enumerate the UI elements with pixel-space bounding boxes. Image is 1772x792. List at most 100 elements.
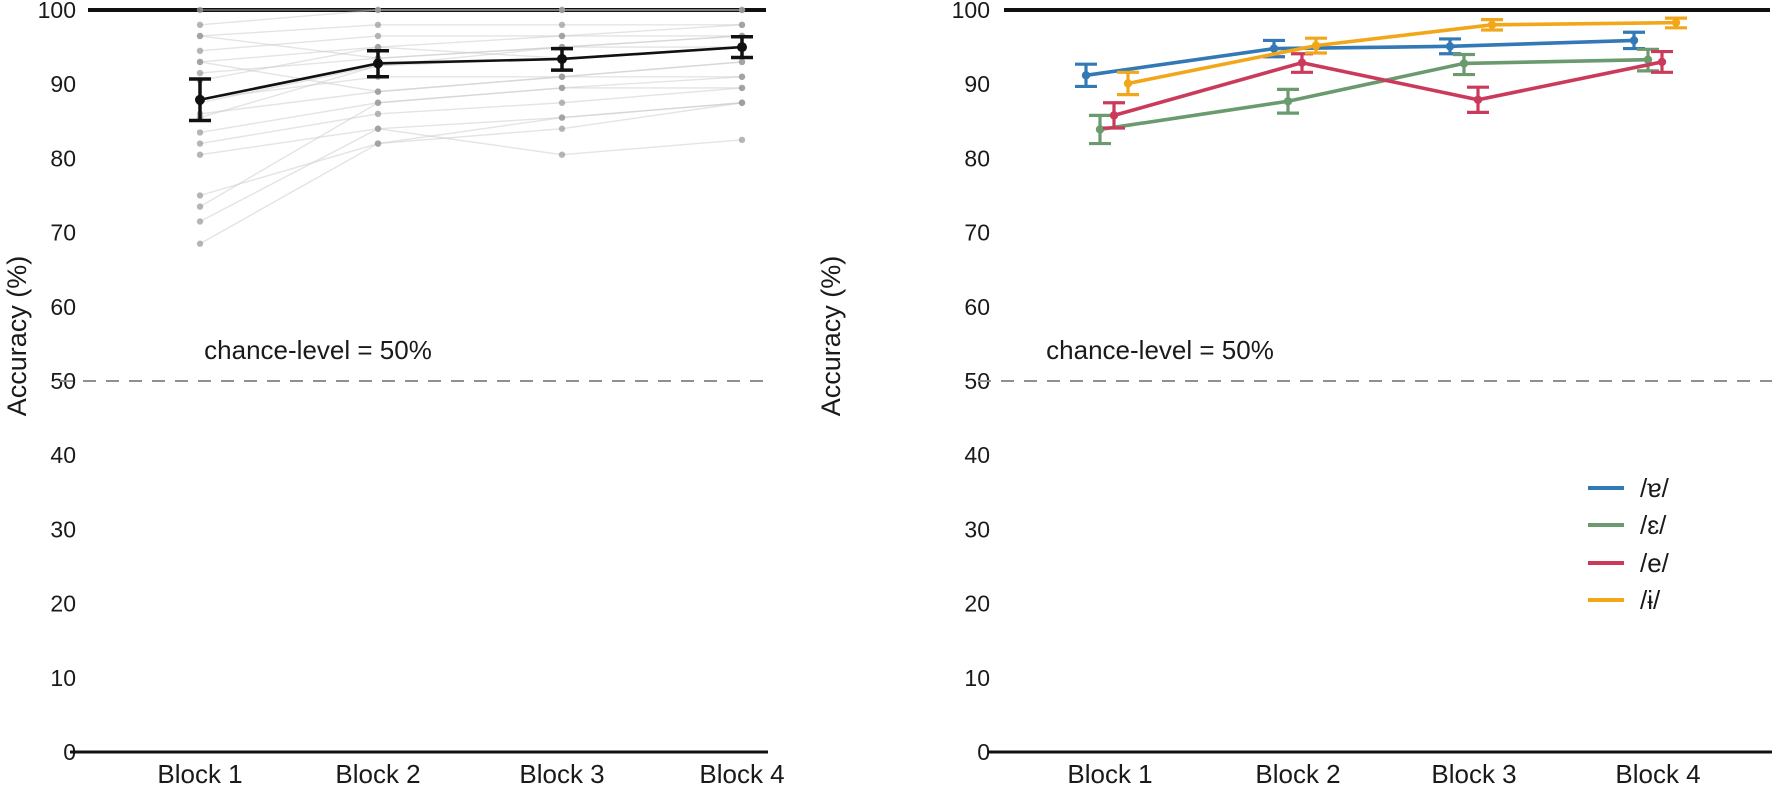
participant-point — [196, 218, 204, 225]
chance-level-label: chance-level = 50% — [1046, 335, 1274, 365]
participant-point — [738, 136, 746, 144]
series-point-/ɐ/ — [1081, 71, 1091, 80]
legend-label-/ɛ/: /ɛ/ — [1640, 510, 1667, 540]
series-point-/ɨ/ — [1671, 18, 1681, 27]
series-point-/ɐ/ — [1445, 42, 1455, 51]
mean-point — [737, 42, 747, 53]
y-tick-label: 80 — [50, 145, 76, 171]
series-point-/ɛ/ — [1643, 55, 1653, 64]
y-tick-label: 40 — [50, 442, 76, 468]
x-tick-label: Block 4 — [1615, 759, 1700, 789]
legend-label-/e/: /e/ — [1640, 548, 1670, 578]
participant-point — [374, 99, 382, 106]
x-tick-label: Block 1 — [1067, 759, 1152, 789]
y-tick-label: 100 — [952, 0, 990, 23]
chance-level-label: chance-level = 50% — [204, 335, 432, 365]
series-point-/ɐ/ — [1269, 44, 1279, 53]
series-point-/e/ — [1297, 58, 1307, 67]
participant-point — [374, 88, 382, 95]
y-tick-label: 70 — [50, 220, 76, 246]
participant-point — [196, 47, 204, 55]
legend-label-/ɨ/: /ɨ/ — [1640, 585, 1661, 615]
series-line-/ɛ/ — [1099, 57, 1649, 132]
participant-line — [199, 102, 743, 197]
mean-point — [373, 58, 383, 69]
x-tick-label: Block 3 — [1431, 759, 1516, 789]
y-tick-label: 30 — [50, 516, 76, 542]
participant-point — [738, 58, 746, 66]
series-point-/ɛ/ — [1459, 59, 1469, 68]
participant-point — [196, 203, 204, 210]
participant-point — [196, 151, 204, 158]
participant-point — [558, 151, 566, 158]
series-point-/ɐ/ — [1629, 36, 1639, 45]
participant-line — [199, 24, 742, 37]
series-point-/e/ — [1109, 111, 1119, 120]
participant-point — [558, 21, 566, 29]
series-point-/e/ — [1473, 95, 1483, 104]
y-tick-label: 90 — [50, 71, 76, 97]
y-tick-label: 10 — [50, 665, 76, 691]
y-tick-label: 30 — [964, 516, 990, 542]
legend-label-/ɐ/: /ɐ/ — [1640, 473, 1670, 503]
participant-point — [738, 21, 746, 29]
participant-point — [558, 114, 566, 121]
participant-point — [558, 99, 566, 106]
participant-point — [558, 73, 566, 80]
y-tick-label: 100 — [38, 0, 76, 23]
y-tick-label: 0 — [63, 739, 76, 765]
series-point-/ɛ/ — [1283, 97, 1293, 106]
participant-point — [196, 21, 204, 29]
participant-line — [199, 61, 743, 93]
x-tick-label: Block 1 — [157, 759, 242, 789]
participant-point — [374, 32, 382, 40]
participant-line — [199, 35, 742, 63]
x-tick-label: Block 3 — [519, 759, 604, 789]
y-tick-label: 60 — [964, 294, 990, 320]
participant-point — [738, 84, 746, 92]
participant-point — [196, 140, 204, 147]
series-line-/ɐ/ — [1085, 38, 1635, 78]
mean-line — [199, 45, 743, 102]
participant-point — [196, 192, 204, 199]
y-tick-label: 80 — [964, 145, 990, 171]
series-line-/e/ — [1113, 60, 1663, 118]
participant-point — [374, 43, 382, 51]
participant-point — [196, 6, 204, 14]
participant-point — [374, 140, 382, 147]
participant-point — [196, 129, 204, 136]
series-point-/e/ — [1657, 57, 1667, 67]
y-tick-label: 20 — [964, 591, 990, 617]
y-axis-title: Accuracy (%) — [2, 256, 32, 417]
y-tick-label: 40 — [964, 442, 990, 468]
participant-point — [738, 73, 746, 80]
participant-point — [558, 32, 566, 40]
y-tick-label: 10 — [964, 665, 990, 691]
participant-point — [558, 84, 566, 92]
series-point-/ɨ/ — [1311, 41, 1321, 50]
participant-point — [196, 69, 204, 77]
participant-line — [199, 87, 743, 145]
participant-point — [738, 99, 746, 106]
participant-line — [199, 9, 742, 26]
participant-line — [199, 24, 743, 52]
participant-point — [558, 125, 566, 132]
participant-point — [196, 240, 204, 247]
y-tick-label: 70 — [964, 220, 990, 246]
participant-point — [558, 6, 566, 14]
x-tick-label: Block 4 — [699, 759, 784, 789]
y-tick-label: 20 — [50, 591, 76, 617]
y-tick-label: 60 — [50, 294, 76, 320]
mean-point — [557, 53, 567, 64]
participant-line — [199, 87, 742, 208]
participant-point — [196, 58, 204, 66]
y-axis-title: Accuracy (%) — [816, 256, 846, 417]
participant-point — [374, 21, 382, 29]
series-point-/ɛ/ — [1095, 125, 1105, 134]
participant-point — [374, 125, 382, 132]
x-tick-label: Block 2 — [335, 759, 420, 789]
participant-point — [738, 6, 746, 14]
participant-line — [199, 127, 743, 223]
